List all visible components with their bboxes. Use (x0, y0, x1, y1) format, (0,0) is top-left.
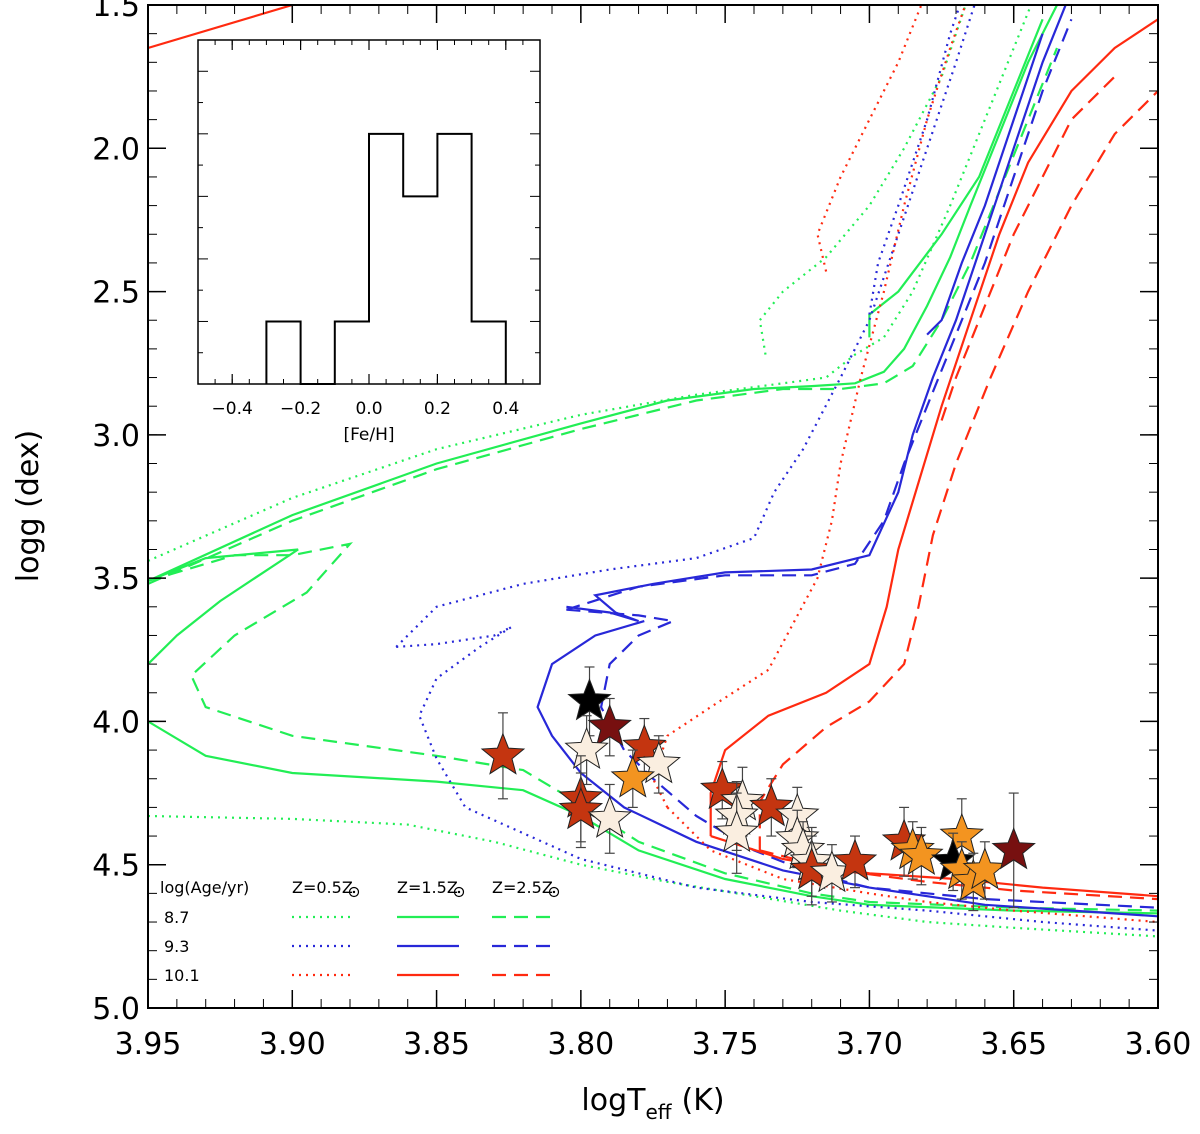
legend-sun-symbol-dot-1 (457, 890, 461, 894)
x-tick-label-4: 3.75 (692, 1027, 759, 1062)
y-tick-label-3: 3.0 (92, 419, 140, 454)
y-tick-label-7: 5.0 (92, 992, 140, 1027)
star-marker-24 (899, 832, 944, 876)
y-tick-label-0: 1.5 (92, 0, 140, 24)
inset-histogram: −0.4 −0.2 0.0 0.2 0.4 [Fe/H] (197, 39, 541, 445)
x-tick-label-0: 3.95 (115, 1027, 182, 1062)
isochrone-9.3-z1.5-solid-12 (566, 5, 1067, 623)
y-tick-label-2: 2.5 (92, 276, 140, 311)
isochrone-8.7-z0.5-dotted-0 (148, 814, 1158, 938)
y-tick-label-6: 4.5 (92, 849, 140, 884)
inset-x-tick-label-4: 0.4 (492, 399, 519, 419)
star-marker-14 (749, 784, 794, 827)
isochrone-8.7-z0.5-dotted-1 (148, 5, 1033, 562)
star-markers (480, 666, 1036, 912)
isochrone-9.3-z0.5-dotted-10 (395, 5, 976, 648)
isochrone-9.3-z0.5-dotted-11 (868, 5, 962, 315)
isochrone-8.7-z2.5-dashed-8 (148, 47, 1059, 585)
isochrone-9.3-z2.5-dashed-16 (566, 18, 1073, 611)
legend-z-header-1: Z=1.5Z (397, 878, 458, 897)
y-tick-label-1: 2.0 (92, 132, 140, 167)
legend-sun-symbol-dot-2 (552, 890, 556, 894)
inset-x-tick-label-3: 0.2 (424, 399, 451, 419)
legend: log(Age/yr) Z=0.5Z Z=1.5Z Z=2.5Z 8.7 9.3 10.1 (160, 878, 560, 985)
legend-age-1: 9.3 (164, 937, 189, 956)
star-marker-9 (610, 755, 656, 798)
star-marker-8 (636, 741, 682, 784)
inset-x-tick-label-0: −0.4 (212, 399, 253, 419)
x-tick-label-5: 3.70 (836, 1027, 903, 1062)
y-tick-label-4: 3.5 (92, 562, 140, 597)
star-marker-0 (480, 732, 526, 775)
isochrone-8.7-z1.5-solid-5 (148, 5, 1058, 583)
legend-z-header-0: Z=0.5Z (292, 878, 353, 897)
legend-sun-symbol-ring-2 (548, 886, 560, 898)
isochrone-9.3-z1.5-solid-14 (926, 33, 1044, 336)
x-tick-label-1: 3.90 (259, 1027, 326, 1062)
inset-x-tick-label-2: 0.0 (355, 399, 382, 419)
star-marker-2 (587, 703, 632, 747)
star-marker-6 (587, 795, 632, 838)
isochrone-10.1-z2.5-dashed-25 (940, 75, 1116, 421)
x-axis-title-unit: (K) (682, 1083, 725, 1118)
legend-sun-symbol-ring-1 (453, 886, 465, 898)
star-marker-10 (699, 766, 745, 810)
isochrone-9.3-z0.5-dotted-9 (396, 625, 1158, 932)
isochrone-8.7-z0.5-dotted-2 (758, 5, 967, 355)
isochrone-10.1-z1.5-solid-22 (710, 835, 1158, 898)
isochrone-9.3-z2.5-dashed-15 (566, 608, 1158, 909)
isochrone-10.1-z1.5-solid-20 (148, 5, 297, 50)
main-axis-ticks: 3.95 3.90 3.85 3.80 3.75 3.70 3.65 3.60 1.5 2.0 2.… (92, 0, 1191, 1062)
x-axis-title-sub: eff (645, 1100, 672, 1124)
legend-age-0: 8.7 (164, 908, 189, 927)
isochrone-10.1-z2.5-dashed-23 (758, 90, 1158, 851)
star-marker-30 (991, 827, 1036, 870)
star-marker-5 (558, 786, 604, 830)
inset-x-axis-title: [Fe/H] (343, 425, 394, 445)
legend-sun-symbol-ring-0 (348, 886, 360, 898)
y-tick-label-5: 4.0 (92, 705, 140, 740)
inset-x-tick-label-1: −0.2 (280, 399, 321, 419)
legend-sun-symbol-dot-0 (352, 890, 356, 894)
isochrone-8.7-z2.5-dashed-7 (148, 542, 1158, 912)
inset-histogram-bars (265, 132, 507, 385)
x-axis-title: logTeff (K) (581, 1083, 724, 1124)
y-axis-title: logg (dex) (11, 430, 46, 582)
star-marker-13 (714, 809, 759, 853)
star-marker-3 (564, 726, 609, 770)
x-tick-label-2: 3.85 (403, 1027, 470, 1062)
isochrone-10.1-z0.5-dotted-17 (816, 5, 923, 272)
legend-z-header-2: Z=2.5Z (492, 878, 553, 897)
isochrone-10.1-z1.5-solid-21 (709, 18, 1158, 837)
x-tick-label-7: 3.60 (1125, 1027, 1192, 1062)
isochrone-8.7-z1.5-solid-4 (148, 548, 299, 665)
plot-frame (147, 4, 1159, 1009)
star-marker-1 (567, 678, 612, 721)
star-marker-21 (832, 838, 878, 881)
legend-age-header: log(Age/yr) (160, 878, 249, 897)
isochrone-10.1-z0.5-dotted-19 (666, 806, 1158, 924)
x-tick-label-6: 3.65 (980, 1027, 1047, 1062)
x-axis-title-main: logT (581, 1083, 646, 1118)
star-marker-7 (622, 723, 667, 767)
star-marker-29 (962, 847, 1008, 890)
x-tick-label-3: 3.80 (547, 1027, 614, 1062)
legend-age-2: 10.1 (164, 966, 200, 985)
